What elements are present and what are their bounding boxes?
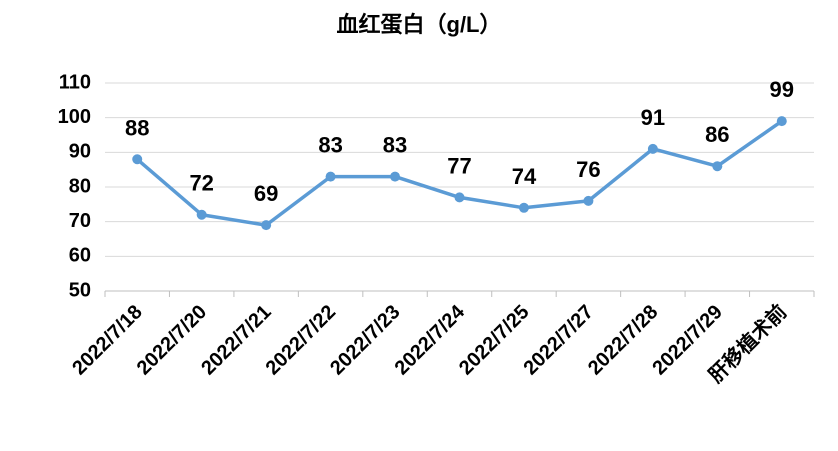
value-label: 83 [383,133,407,158]
point [196,209,207,220]
y-tick-label: 70 [69,210,91,232]
value-label: 69 [254,181,278,206]
x-tick-label: 2022/7/27 [519,301,597,379]
value-label: 99 [770,77,794,102]
y-tick-label: 90 [69,141,91,163]
value-label: 72 [189,171,213,196]
point [518,202,529,213]
value-label: 74 [512,164,537,189]
value-label: 76 [576,157,600,182]
y-tick-label: 110 [59,71,91,93]
point [325,171,336,182]
x-tick-label: 2022/7/18 [68,301,146,379]
point [132,154,143,165]
point [647,143,658,154]
value-label: 88 [125,115,149,140]
y-tick-label: 80 [69,175,91,197]
point [390,171,401,182]
x-tick-label: 2022/7/28 [584,301,662,379]
point [776,116,787,127]
y-tick-label: 60 [69,245,91,267]
y-tick-label: 50 [69,279,91,301]
x-tick-label: 2022/7/20 [133,301,211,379]
point [583,195,594,206]
value-label: 77 [447,153,471,178]
value-label: 83 [318,133,342,158]
x-tick-label: 2022/7/21 [197,301,275,379]
point [261,220,272,231]
value-label: 91 [641,105,665,130]
chart-title: 血红蛋白（g/L） [337,12,502,37]
point [454,192,465,203]
value-label: 86 [705,122,729,147]
point [712,161,723,172]
x-tick-label: 2022/7/25 [455,301,533,379]
x-tick-label: 2022/7/23 [326,301,404,379]
x-tick-label: 2022/7/22 [262,301,340,379]
y-tick-label: 100 [58,106,91,128]
